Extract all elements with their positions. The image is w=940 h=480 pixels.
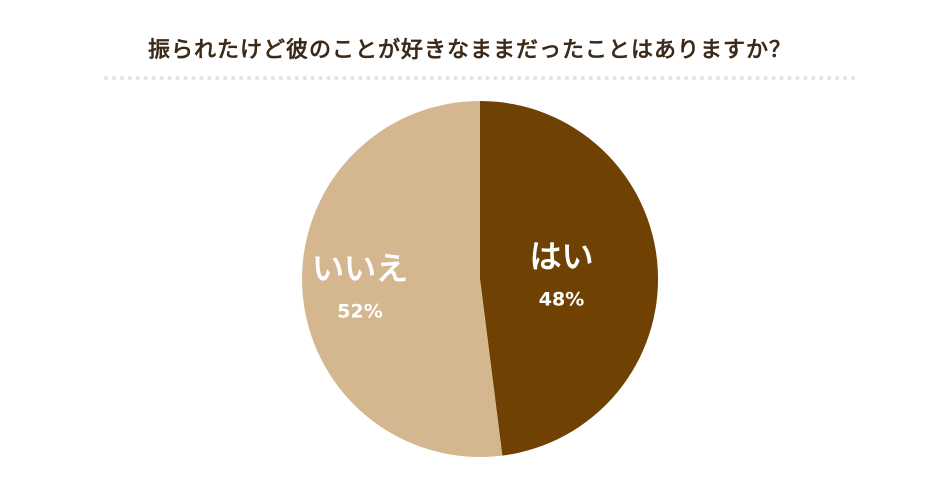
slice-label-0: はい xyxy=(529,238,593,276)
pie-slice-1 xyxy=(302,101,503,457)
title-divider xyxy=(104,76,856,80)
pie-slice-0 xyxy=(480,101,659,456)
slice-value-1: 52% xyxy=(337,301,382,323)
slice-value-0: 48% xyxy=(539,289,584,311)
chart-title: 振られたけど彼のことが好きなままだったことはありますか？ xyxy=(147,38,792,63)
slice-label-1: いいえ xyxy=(312,250,408,288)
